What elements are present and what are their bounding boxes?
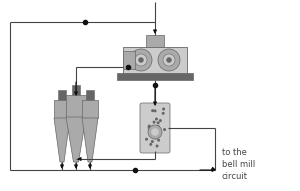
Circle shape <box>148 128 151 131</box>
Circle shape <box>152 129 158 135</box>
Circle shape <box>158 49 180 71</box>
Polygon shape <box>54 118 70 162</box>
Bar <box>123 51 135 69</box>
Circle shape <box>155 145 158 147</box>
Bar <box>117 73 193 80</box>
Circle shape <box>155 117 158 121</box>
Circle shape <box>139 57 143 62</box>
Circle shape <box>151 140 154 143</box>
Circle shape <box>154 137 157 139</box>
Circle shape <box>157 125 160 128</box>
Bar <box>72 85 80 95</box>
Circle shape <box>167 57 172 62</box>
Circle shape <box>130 49 152 71</box>
Circle shape <box>162 108 165 111</box>
Bar <box>82 100 98 118</box>
Bar <box>86 90 94 100</box>
FancyBboxPatch shape <box>140 103 170 153</box>
Circle shape <box>149 143 152 146</box>
Bar <box>66 95 86 117</box>
Bar <box>146 35 164 47</box>
Bar <box>54 100 70 118</box>
Circle shape <box>135 54 147 66</box>
Polygon shape <box>82 118 98 162</box>
Circle shape <box>154 109 157 112</box>
Circle shape <box>163 128 166 131</box>
Circle shape <box>157 121 160 124</box>
Circle shape <box>162 112 165 115</box>
Polygon shape <box>66 117 86 162</box>
Bar <box>123 47 187 73</box>
Circle shape <box>151 126 154 129</box>
Circle shape <box>145 138 148 141</box>
Circle shape <box>157 139 160 142</box>
Circle shape <box>148 126 151 129</box>
Circle shape <box>151 109 154 112</box>
Circle shape <box>149 126 152 129</box>
Circle shape <box>163 54 175 66</box>
Circle shape <box>153 121 156 124</box>
Text: to the
bell mill
circuit: to the bell mill circuit <box>222 148 255 181</box>
Circle shape <box>148 125 151 128</box>
Bar <box>58 90 66 100</box>
Circle shape <box>159 119 162 122</box>
Circle shape <box>148 125 162 139</box>
Circle shape <box>152 135 155 138</box>
